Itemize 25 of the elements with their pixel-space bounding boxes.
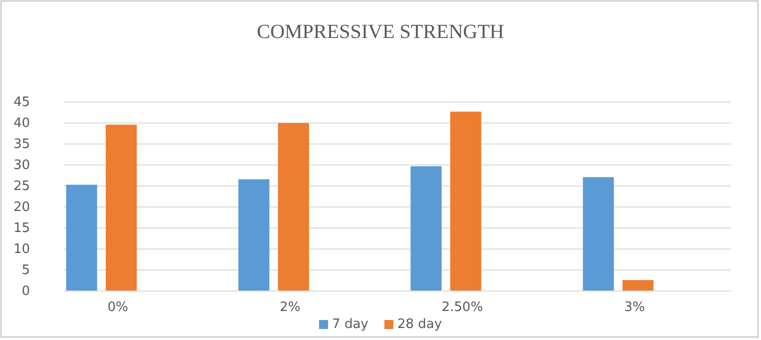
x-tick-label: 2.50% (442, 300, 483, 315)
y-tick-label: 35 (13, 137, 30, 152)
bar (238, 179, 270, 291)
y-tick-label: 40 (13, 116, 30, 132)
chart-title: COMPRESSIVE STRENGTH (256, 21, 504, 43)
legend-label: 28 day (397, 317, 442, 332)
x-tick-label: 3% (624, 300, 645, 315)
bar (622, 280, 654, 291)
bar (582, 177, 614, 291)
y-tick-label: 10 (13, 242, 30, 258)
y-tick-label: 5 (22, 263, 30, 278)
bar (66, 184, 98, 291)
bar (278, 123, 309, 291)
legend-label: 7 day (332, 317, 369, 332)
bar (450, 112, 482, 291)
bar (106, 124, 137, 291)
x-tick-label: 2% (280, 300, 300, 315)
y-tick-label: 25 (13, 179, 30, 194)
y-tick-label: 45 (13, 95, 30, 110)
bar (410, 166, 442, 291)
y-tick-label: 0 (22, 284, 30, 300)
y-tick-label: 30 (13, 158, 30, 174)
x-tick-label: 0% (107, 300, 128, 315)
y-tick-label: 15 (13, 221, 30, 236)
y-tick-label: 20 (13, 200, 30, 216)
